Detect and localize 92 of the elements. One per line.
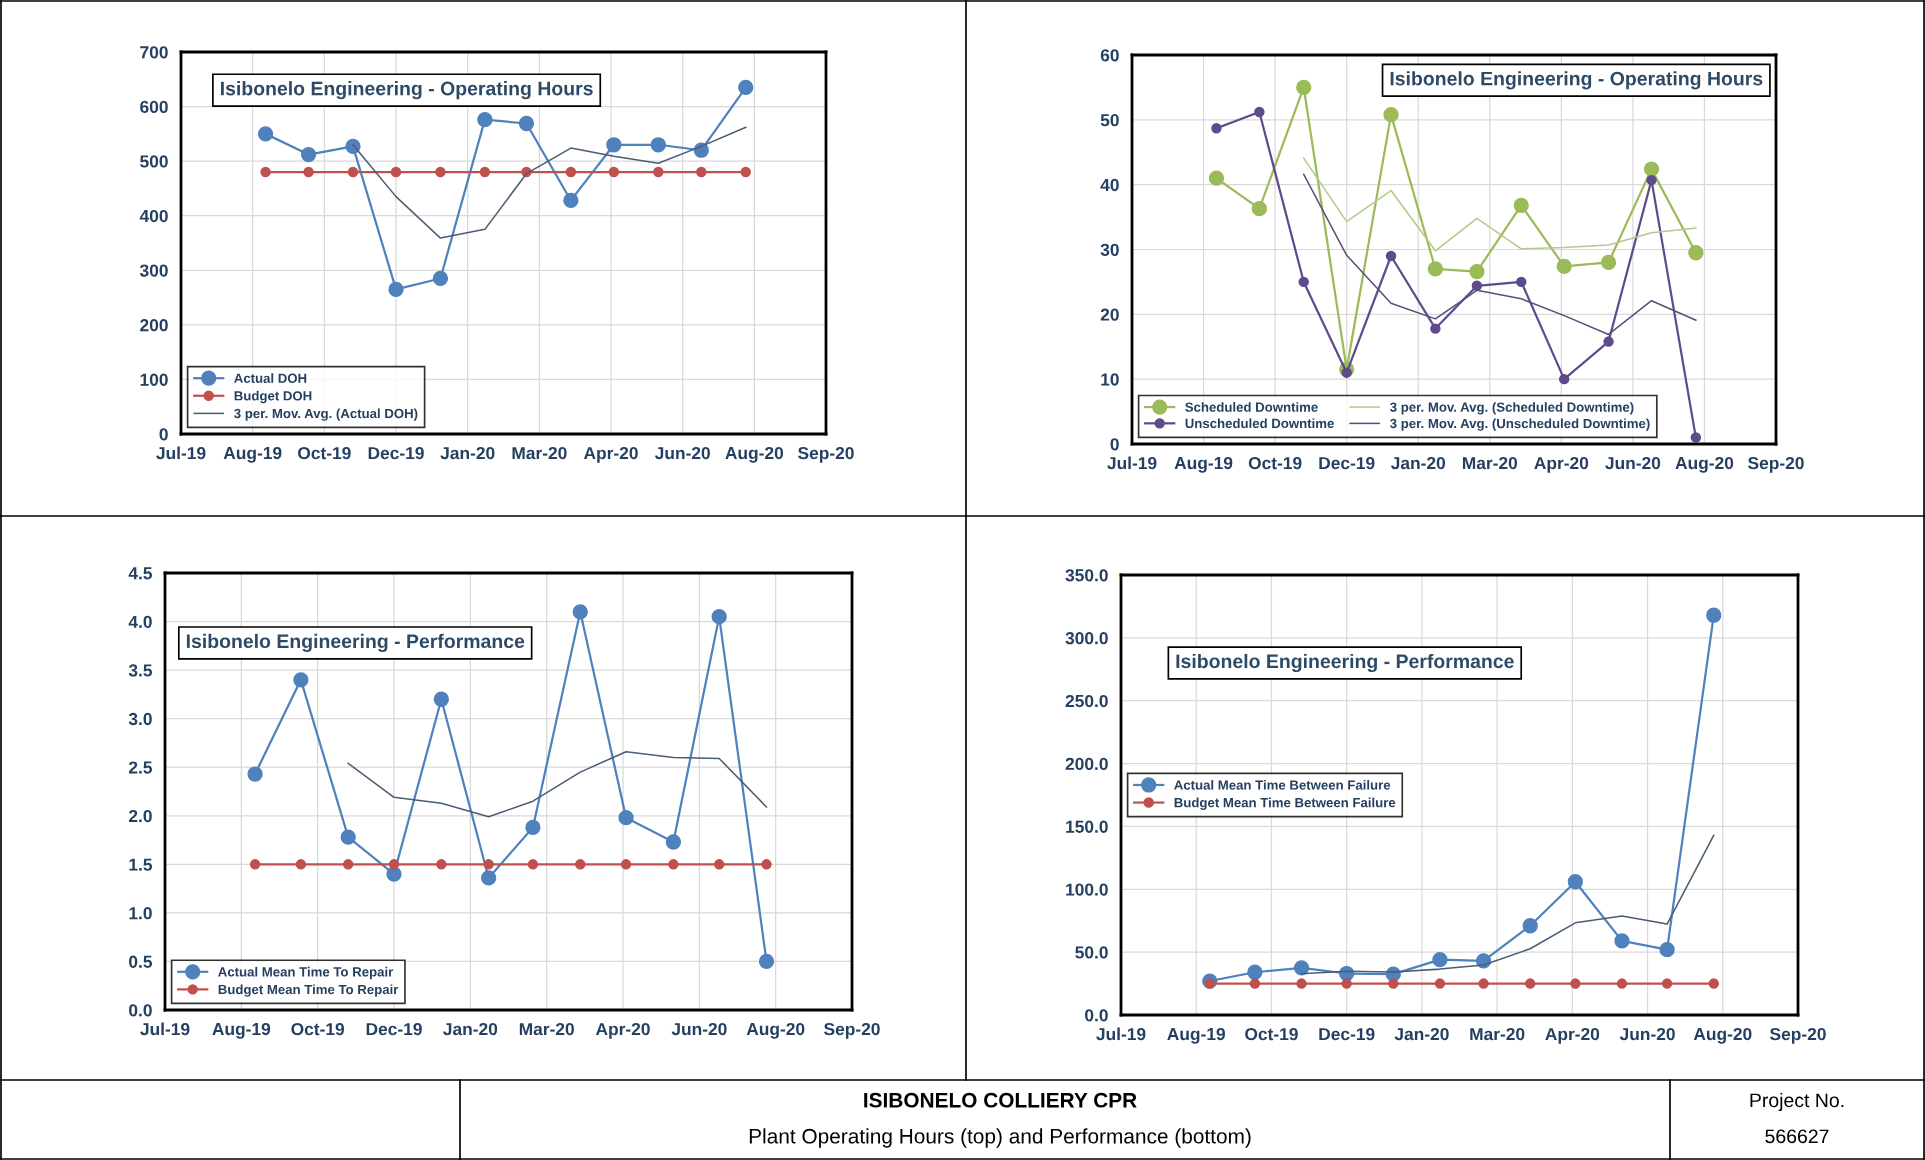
y-tick-label: 350.0 (1065, 569, 1108, 582)
x-tick-label: Aug-20 (746, 1022, 805, 1039)
x-tick-label: Oct-19 (291, 1022, 345, 1036)
y-tick-label: 600 (140, 100, 168, 114)
y-tick-label: 1.0 (129, 907, 152, 920)
legend-label: Actual Mean Time Between Failure (1174, 780, 1391, 790)
x-tick-label: Mar-20 (1470, 1027, 1525, 1041)
legend-label: 3 per. Mov. Avg. (Scheduled Downtime) (1390, 402, 1634, 415)
x-tick-label: Mar-20 (519, 1022, 574, 1036)
y-tick-label: 10 (1101, 373, 1119, 386)
x-tick-label: Aug-20 (1675, 456, 1734, 473)
x-tick-label: Jun-20 (1619, 1027, 1675, 1041)
x-tick-label: Mar-20 (1462, 456, 1518, 470)
y-tick-label: 400 (139, 209, 168, 223)
text: Isibonelo Engineering - Performance (1176, 653, 1514, 673)
y-tick-label: 500 (140, 155, 168, 168)
text: Isibonelo Engineering - Operating Hours (1390, 71, 1763, 90)
y-tick-label: 300 (139, 264, 168, 277)
y-tick-label: 300.0 (1065, 632, 1108, 645)
y-tick-label: 250.0 (1065, 694, 1108, 708)
x-tick-label: Oct-19 (1245, 1027, 1298, 1041)
x-tick-label: Apr-20 (595, 1022, 650, 1039)
x-tick-label: Jun-20 (1605, 456, 1661, 470)
y-tick-label: 100 (140, 373, 168, 386)
y-tick-label: 40 (1100, 178, 1119, 192)
x-tick-label: Aug-19 (1167, 1027, 1225, 1044)
text: Project No. (1750, 1092, 1844, 1112)
x-tick-label: Aug-20 (1693, 1027, 1752, 1044)
y-tick-label: 2.0 (128, 809, 152, 823)
x-tick-label: Jul-19 (1096, 1027, 1146, 1041)
y-tick-label: 3.5 (128, 664, 153, 677)
legend-label: Budget Mean Time To Repair (218, 984, 399, 997)
x-tick-label: Jul-19 (156, 446, 206, 460)
x-tick-label: Sep-20 (798, 446, 854, 463)
x-tick-label: Jul-19 (1107, 456, 1157, 470)
x-tick-label: Oct-19 (298, 446, 351, 460)
y-tick-label: 4.5 (128, 567, 153, 580)
legend-label: Budget Mean Time Between Failure (1174, 797, 1396, 810)
y-tick-label: 1.5 (129, 858, 153, 871)
y-tick-label: 0 (159, 428, 168, 441)
x-tick-label: Jan-20 (1394, 1027, 1449, 1041)
y-tick-label: 0.0 (129, 1004, 152, 1017)
y-tick-label: 700 (140, 46, 168, 59)
text: ISIBONELO COLLIERY CPR (864, 1092, 1137, 1108)
legend-label: Actual Mean Time To Repair (218, 966, 394, 980)
y-tick-label: 4.0 (128, 615, 152, 629)
x-tick-label: Jan-20 (443, 1022, 498, 1036)
x-tick-label: Dec-19 (368, 446, 424, 460)
x-tick-label: Jan-20 (440, 446, 495, 460)
y-tick-label: 2.5 (128, 761, 153, 774)
y-tick-label: 0 (1110, 438, 1119, 451)
x-tick-label: Apr-20 (583, 446, 638, 463)
y-tick-label: 200 (140, 319, 168, 332)
text: Isibonelo Engineering - Operating Hours (221, 81, 593, 100)
x-tick-label: Aug-19 (212, 1022, 271, 1039)
x-tick-label: Sep-20 (1748, 456, 1804, 473)
legend-label: Actual DOH (234, 373, 307, 383)
x-tick-label: Jun-20 (671, 1022, 727, 1036)
y-tick-label: 100.0 (1066, 883, 1108, 896)
y-tick-label: 50 (1100, 114, 1119, 127)
x-tick-label: Dec-19 (1319, 1027, 1375, 1041)
legend-label: 3 per. Mov. Avg. (Unscheduled Downtime) (1390, 418, 1650, 431)
x-tick-label: Dec-19 (366, 1022, 422, 1036)
x-tick-label: Sep-20 (1770, 1027, 1826, 1044)
text: Isibonelo Engineering - Performance (186, 633, 525, 653)
legend-label: 3 per. Mov. Avg. (Actual DOH) (234, 408, 418, 421)
x-tick-label: Dec-19 (1319, 456, 1375, 470)
y-tick-label: 200.0 (1065, 757, 1108, 771)
x-tick-label: Aug-19 (1174, 456, 1233, 473)
text: 566627 (1765, 1129, 1829, 1144)
x-tick-label: Aug-19 (223, 446, 282, 463)
legend-label: Budget DOH (234, 390, 312, 404)
y-tick-label: 20 (1100, 308, 1119, 321)
x-tick-label: Jun-20 (654, 446, 710, 460)
x-tick-label: Mar-20 (512, 446, 567, 460)
x-tick-label: Aug-20 (725, 446, 784, 463)
x-tick-label: Sep-20 (824, 1022, 880, 1039)
y-tick-label: 50.0 (1075, 946, 1108, 959)
y-tick-label: 0.0 (1085, 1009, 1108, 1022)
y-tick-label: 3.0 (128, 712, 152, 726)
y-tick-label: 150.0 (1066, 820, 1108, 833)
y-tick-label: 30 (1100, 243, 1119, 256)
y-tick-label: 60 (1100, 49, 1119, 62)
x-tick-label: Oct-19 (1248, 456, 1302, 470)
x-tick-label: Apr-20 (1534, 456, 1589, 473)
legend-label: Unscheduled Downtime (1185, 418, 1334, 429)
x-tick-label: Jul-19 (140, 1022, 190, 1036)
legend-label: Scheduled Downtime (1185, 402, 1318, 412)
y-tick-label: 0.5 (129, 955, 153, 968)
text: Plant Operating Hours (top) and Performance (bottom) (749, 1128, 1251, 1148)
x-tick-label: Apr-20 (1545, 1027, 1600, 1044)
x-tick-label: Jan-20 (1390, 456, 1446, 470)
